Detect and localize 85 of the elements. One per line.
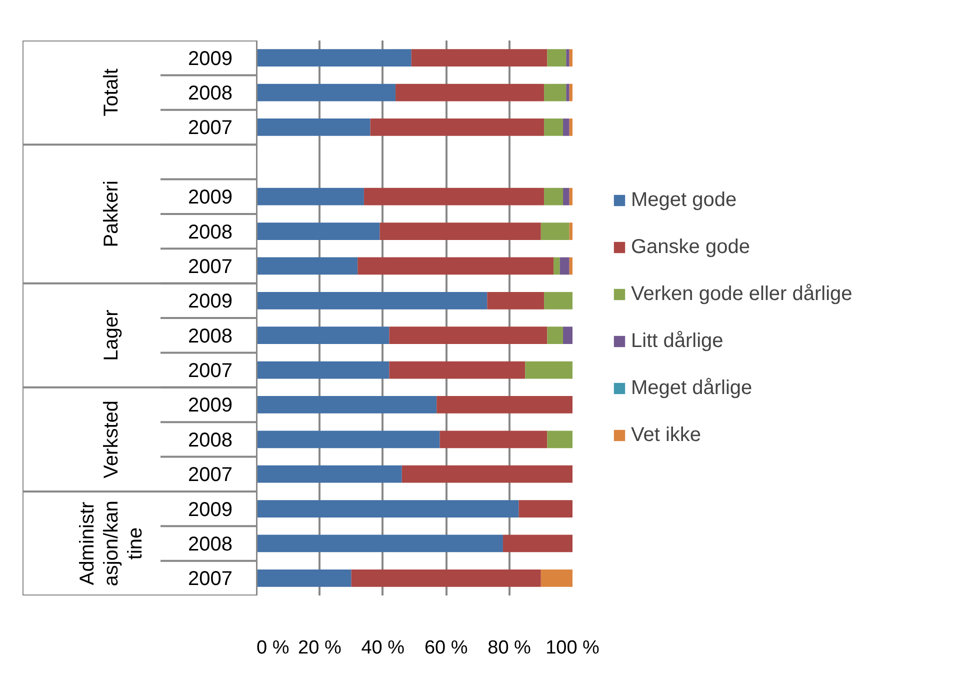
bar xyxy=(566,49,570,67)
bar xyxy=(351,569,541,587)
bar xyxy=(256,569,352,587)
y-tick-label: 2008 xyxy=(188,325,233,348)
bar xyxy=(396,84,544,102)
bar xyxy=(547,430,572,448)
text: Pakkeri xyxy=(100,180,122,248)
bar xyxy=(563,188,570,206)
legend-label: Meget gode xyxy=(631,188,737,212)
text: Lager xyxy=(100,309,122,361)
bar xyxy=(411,49,548,67)
bar xyxy=(436,396,572,414)
bar xyxy=(389,361,526,379)
bar xyxy=(569,188,572,206)
bar xyxy=(547,326,564,344)
bar xyxy=(502,534,572,552)
bar xyxy=(256,361,390,379)
bar xyxy=(547,49,566,67)
y-tick-label: 2007 xyxy=(188,464,233,486)
bar xyxy=(569,84,572,102)
bar xyxy=(256,118,370,136)
y-tick-label: 2007 xyxy=(188,360,233,382)
x-tick-label: 100 % xyxy=(546,638,600,658)
bar xyxy=(563,118,570,136)
bar xyxy=(256,84,396,102)
bar xyxy=(569,257,572,275)
bar xyxy=(364,188,544,206)
bar xyxy=(380,222,541,240)
y-tick-label: 2007 xyxy=(188,256,233,278)
bar xyxy=(440,430,548,448)
bar xyxy=(569,49,572,67)
bar xyxy=(544,188,564,206)
bar xyxy=(554,257,560,275)
y-tick-label: 2008 xyxy=(188,533,233,556)
legend-label: Meget dårlige xyxy=(631,376,752,400)
y-tick-label: 2007 xyxy=(188,117,233,140)
bar xyxy=(256,49,412,67)
bar xyxy=(544,84,566,102)
x-tick-label: 80 % xyxy=(488,638,532,658)
y-tick-label: 2009 xyxy=(188,186,233,209)
y-tick-label: 2009 xyxy=(188,394,233,417)
y-tick-label: 2007 xyxy=(188,568,233,590)
legend-label: Litt dårlige xyxy=(631,330,724,352)
bar xyxy=(560,257,570,275)
x-tick-label: 60 % xyxy=(424,638,468,658)
bar xyxy=(518,500,572,518)
bar xyxy=(256,257,358,275)
text: Administrasjon/kantine xyxy=(76,500,147,586)
x-tick-label: 20 % xyxy=(298,638,342,658)
bar xyxy=(540,569,572,587)
bar xyxy=(487,292,544,310)
bar xyxy=(256,222,380,240)
legend-label: Verken gode eller dårlige xyxy=(631,282,852,306)
bar xyxy=(563,326,572,344)
x-tick-label: 40 % xyxy=(361,638,405,658)
bar xyxy=(569,118,572,136)
y-tick-label: 2009 xyxy=(188,290,233,313)
bar xyxy=(569,222,572,240)
bar xyxy=(256,396,437,414)
legend-label: Ganske gode xyxy=(631,236,750,258)
bar xyxy=(256,534,503,552)
bar xyxy=(544,292,572,310)
bar xyxy=(256,430,440,448)
legend-label: Vet ikke xyxy=(631,424,702,446)
bar xyxy=(402,465,572,483)
bar xyxy=(544,118,564,136)
bar xyxy=(256,326,390,344)
bar xyxy=(256,465,402,483)
bar xyxy=(256,292,488,310)
bar xyxy=(389,326,548,344)
bar xyxy=(566,84,570,102)
bar xyxy=(370,118,544,136)
y-tick-label: 2009 xyxy=(188,48,233,70)
bar xyxy=(256,188,364,206)
bar xyxy=(525,361,572,379)
bar xyxy=(256,500,519,518)
text: Verksted xyxy=(100,400,122,478)
x-tick-label: 0 % xyxy=(256,638,290,658)
y-tick-label: 2009 xyxy=(188,498,233,521)
bar xyxy=(358,257,554,275)
y-tick-label: 2008 xyxy=(188,429,233,452)
text: Totalt xyxy=(100,68,122,116)
y-tick-label: 2008 xyxy=(188,82,233,105)
bar xyxy=(540,222,570,240)
y-tick-label: 2008 xyxy=(188,221,233,244)
